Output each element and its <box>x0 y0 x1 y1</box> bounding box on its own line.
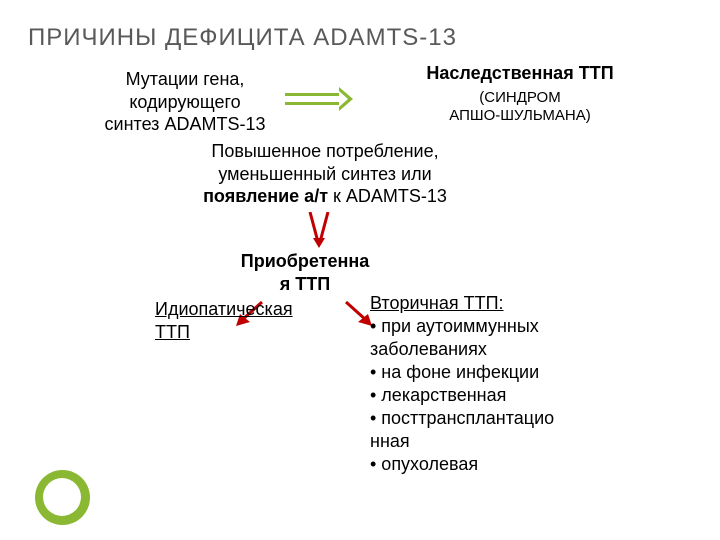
secondary-b1: • при аутоиммунных <box>370 315 630 338</box>
secondary-b5: • опухолевая <box>370 453 630 476</box>
secondary-block: Вторичная ТТП: • при аутоиммунных заболе… <box>370 292 630 476</box>
secondary-b4: • посттрансплантацио <box>370 407 630 430</box>
secondary-b1b: заболеваниях <box>370 338 630 361</box>
secondary-heading: Вторичная ТТП: <box>370 292 630 315</box>
left-cause-block: Мутации гена, кодирующего синтез ADAMTS-… <box>70 68 300 136</box>
idiopathic-block: Идиопатическая ТТП <box>155 298 335 343</box>
secondary-b4b: нная <box>370 430 630 453</box>
middle-l2: уменьшенный синтез или <box>140 163 510 186</box>
arrow-horizontal <box>285 90 355 108</box>
middle-l1: Повышенное потребление, <box>140 140 510 163</box>
hereditary-heading: Наследственная ТТП <box>360 62 680 85</box>
left-cause-l1: Мутации гена, <box>70 68 300 91</box>
idiopathic-l1: Идиопатическая <box>155 298 335 321</box>
secondary-b2: • на фоне инфекции <box>370 361 630 384</box>
acquired-heading-l1: Приобретенна <box>190 250 420 273</box>
middle-l3b: к ADAMTS-13 <box>328 186 447 206</box>
hereditary-block: Наследственная ТТП (СИНДРОМ АПШО-ШУЛЬМАН… <box>360 62 680 126</box>
decor-circle-inner <box>43 478 81 516</box>
middle-l3a: появление а/т <box>203 186 328 206</box>
middle-l3: появление а/т к ADAMTS-13 <box>140 185 510 208</box>
middle-block: Повышенное потребление, уменьшенный синт… <box>140 140 510 208</box>
page-title: ПРИЧИНЫ ДЕФИЦИТА ADAMTS-13 <box>28 24 457 52</box>
arrow-down-red <box>304 212 334 248</box>
hereditary-sub1: (СИНДРОМ <box>360 89 680 108</box>
secondary-b3: • лекарственная <box>370 384 630 407</box>
left-cause-l2: кодирующего <box>70 91 300 114</box>
hereditary-sub2: АПШО-ШУЛЬМАНА) <box>360 107 680 126</box>
acquired-heading: Приобретенна я ТТП <box>190 250 420 295</box>
idiopathic-l2: ТТП <box>155 321 335 344</box>
left-cause-l3: синтез ADAMTS-13 <box>70 113 300 136</box>
